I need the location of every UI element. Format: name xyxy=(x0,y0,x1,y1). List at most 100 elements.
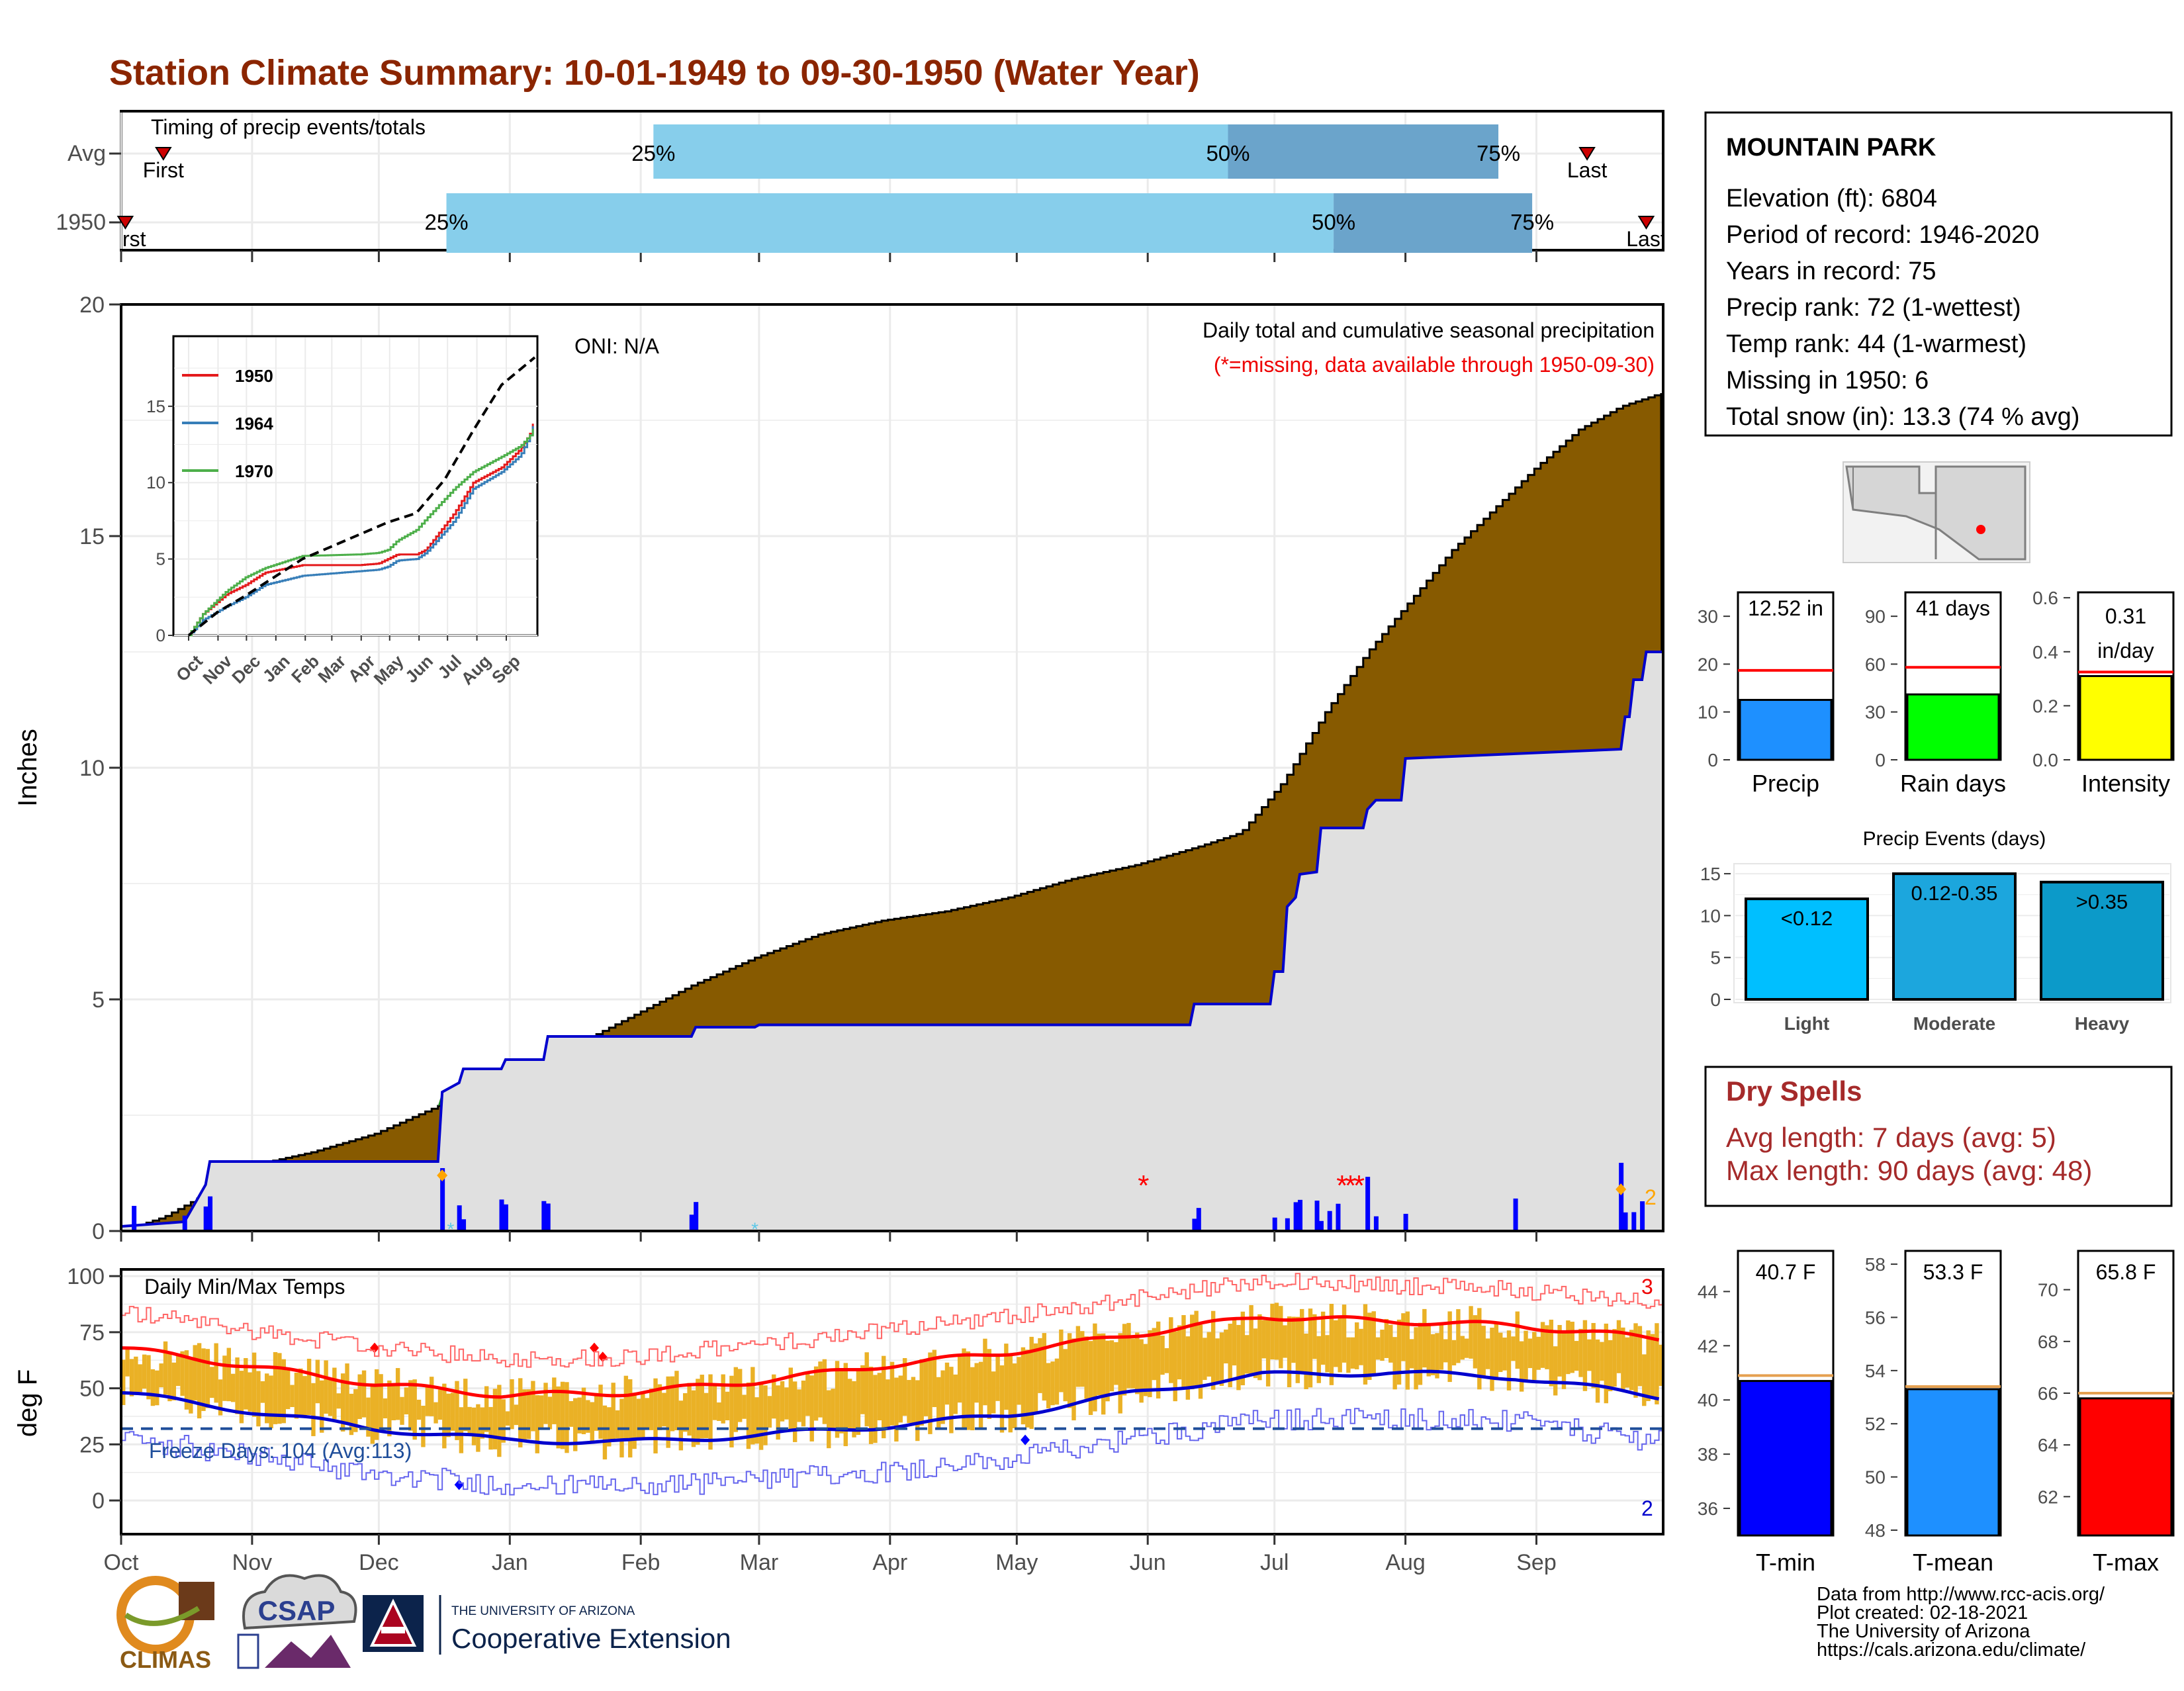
tgauge-tick-label: 48 xyxy=(1865,1520,1886,1541)
temp-range-bar xyxy=(962,1348,966,1430)
timing-panel: Timing of precip events/totals Avg 1950 … xyxy=(56,110,1664,262)
dry-spells-avg: Avg length: 7 days (avg: 5) xyxy=(1726,1122,2056,1153)
temp-range-bar xyxy=(1367,1312,1372,1380)
temp-range-bar xyxy=(636,1398,641,1438)
tgauge-tick-label: 38 xyxy=(1698,1444,1718,1465)
tmean-gauge-value: 53.3 F xyxy=(1923,1260,1983,1284)
1950-first-label: First xyxy=(105,227,146,251)
tmin-gauge: 36 38 40 42 44 xyxy=(1698,1250,1835,1537)
temp-range-bar xyxy=(471,1407,477,1445)
temp-range-bar xyxy=(696,1379,700,1445)
temp-range-bar xyxy=(1578,1328,1583,1377)
temp-range-bar xyxy=(1350,1337,1355,1369)
temp-range-bar xyxy=(1498,1332,1503,1372)
temp-range-bar xyxy=(1160,1336,1165,1375)
average-precip-area xyxy=(121,652,1663,1231)
temp-range-bar xyxy=(1485,1338,1490,1369)
gauge-tick-label: 10 xyxy=(1698,702,1718,723)
temp-range-bar xyxy=(1655,1323,1659,1404)
month-label: Dec xyxy=(359,1550,398,1575)
temp-range-bar xyxy=(138,1364,142,1393)
temp-range-bar xyxy=(708,1374,713,1450)
missing-data-marker: * xyxy=(1345,1169,1356,1202)
temp-range-bar xyxy=(1443,1339,1448,1363)
inset-legend-label: 1970 xyxy=(235,461,273,481)
temp-range-bar xyxy=(1371,1311,1376,1374)
station-precip-rank: Precip rank: 72 (1-wettest) xyxy=(1726,294,2021,322)
tgauge-value-bar xyxy=(1906,1388,2000,1537)
temp-range-bar xyxy=(1249,1304,1253,1375)
station-temp-rank: Temp rank: 44 (1-warmest) xyxy=(1726,330,2026,358)
temp-range-bar xyxy=(395,1368,400,1420)
gauge-tick-label: 0 xyxy=(1707,750,1718,770)
inset-series-1964 xyxy=(189,426,534,637)
temp-range-bar xyxy=(488,1406,493,1450)
1950-timing-bar-25-50 xyxy=(446,193,1334,253)
temp-y-tick-label: 100 xyxy=(67,1264,105,1289)
inset-y-tick-label: 15 xyxy=(146,396,165,416)
temp-range-bar xyxy=(805,1371,810,1416)
temp-range-bar xyxy=(645,1398,649,1429)
temp-range-bar xyxy=(1494,1322,1499,1381)
temp-range-bar xyxy=(1295,1316,1300,1383)
csap-logo: CSAP xyxy=(237,1574,357,1669)
temp-range-bar xyxy=(129,1359,134,1396)
daily-precip-bar xyxy=(1619,1162,1624,1231)
temp-range-bar xyxy=(1325,1335,1330,1373)
temp-range-bar xyxy=(944,1362,950,1405)
temp-range-bar xyxy=(1519,1341,1524,1392)
daily-precip-bar xyxy=(182,1215,187,1231)
temp-range-bar xyxy=(467,1406,472,1434)
month-label: May xyxy=(995,1550,1038,1575)
temp-range-bar xyxy=(379,1374,383,1430)
oni-label: ONI: N/A xyxy=(574,334,660,358)
avg-timing-bar-50-75 xyxy=(1228,124,1499,179)
missing-data-marker: * xyxy=(1353,1169,1365,1202)
temp-range-bar xyxy=(877,1373,882,1421)
dry-spells-box: Dry Spells Avg length: 7 days (avg: 5) M… xyxy=(1704,1066,2173,1207)
temp-y-tick-label: 0 xyxy=(92,1488,105,1514)
tgauge-tick-label: 36 xyxy=(1698,1498,1718,1519)
month-label: Feb xyxy=(621,1550,660,1575)
temp-range-bar xyxy=(1380,1330,1385,1361)
temp-range-bar xyxy=(1553,1346,1558,1396)
gauge-tick-label: 0.2 xyxy=(2032,696,2058,716)
daily-precip-bar xyxy=(1318,1220,1324,1231)
temp-range-bar xyxy=(1240,1311,1246,1386)
temp-range-bar xyxy=(446,1393,451,1438)
temp-y-axis-label: deg F xyxy=(13,1369,42,1437)
1950-p25-label: 25% xyxy=(425,210,469,234)
daily-precip-bar xyxy=(1293,1202,1298,1231)
freeze-days-label: Freeze Days: 104 (Avg:113) xyxy=(149,1439,412,1463)
intensity-gauge-label: Intensity xyxy=(2081,770,2170,797)
temp-range-bar xyxy=(1114,1342,1118,1385)
temp-range-bar xyxy=(1612,1329,1617,1387)
temp-range-bar xyxy=(1384,1318,1389,1358)
temp-range-bar xyxy=(569,1400,574,1427)
temp-range-bar xyxy=(1152,1328,1156,1381)
temp-range-bar xyxy=(1561,1331,1567,1389)
temp-range-bar xyxy=(1595,1339,1600,1403)
temp-range-bar xyxy=(940,1370,945,1424)
temp-range-bar xyxy=(1215,1338,1220,1383)
temp-range-bar xyxy=(1515,1311,1520,1369)
temp-range-bar xyxy=(121,1359,126,1405)
temp-range-bar xyxy=(193,1345,197,1400)
temp-range-bar xyxy=(539,1395,544,1430)
temp-range-bar xyxy=(1625,1337,1629,1388)
intensity-gauge-value-2: in/day xyxy=(2097,639,2154,663)
precip-y-tick-label: 10 xyxy=(79,756,105,781)
inset-y-tick-label: 10 xyxy=(146,473,165,492)
temp-range-bar xyxy=(442,1383,447,1449)
temp-range-bar xyxy=(1063,1349,1068,1402)
temp-range-bar xyxy=(1375,1337,1381,1360)
temp-range-bar xyxy=(1451,1340,1457,1366)
temp-range-bar xyxy=(700,1375,704,1439)
record-tmin-line xyxy=(121,1408,1663,1496)
inset-y-tick-label: 0 xyxy=(156,625,165,645)
events-tick-label: 10 xyxy=(1700,905,1721,926)
temp-range-bar xyxy=(594,1393,599,1431)
temp-range-bar xyxy=(666,1376,670,1448)
